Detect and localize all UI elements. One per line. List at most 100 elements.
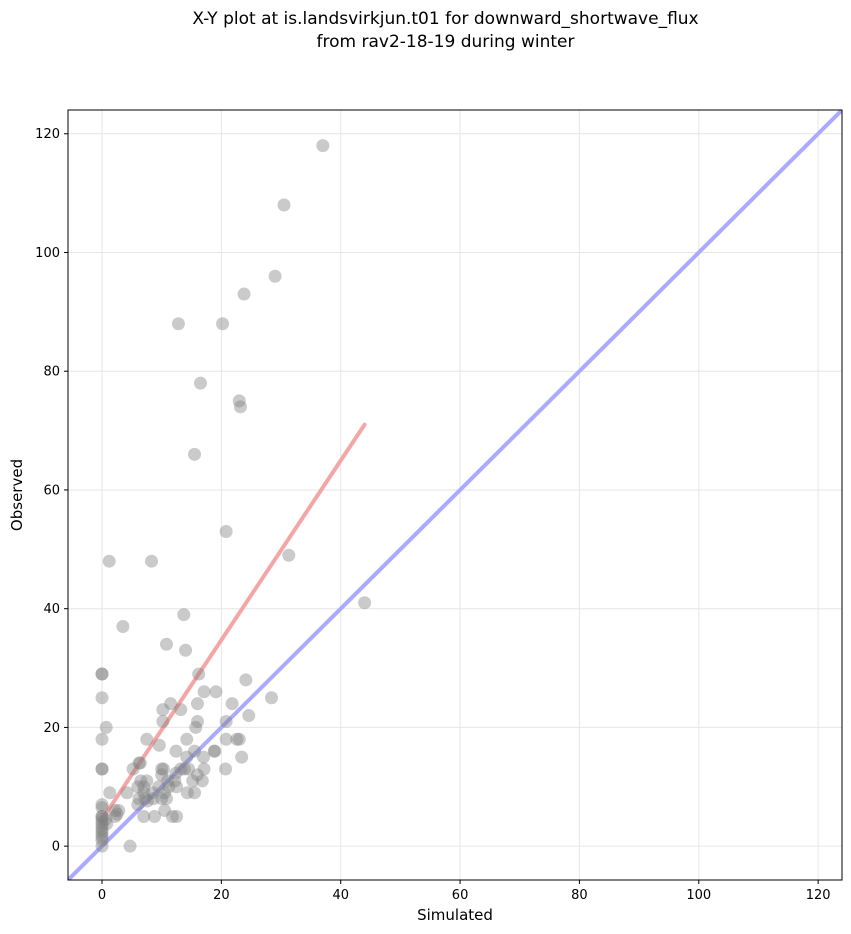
data-point	[169, 744, 183, 758]
data-point	[188, 447, 202, 461]
data-point	[146, 792, 160, 806]
data-point	[156, 703, 170, 717]
data-point	[95, 798, 109, 812]
data-point	[159, 637, 173, 651]
data-point	[95, 667, 109, 681]
data-point	[358, 596, 372, 610]
data-point	[219, 714, 233, 728]
data-point	[179, 643, 193, 657]
data-point	[264, 691, 278, 705]
data-point	[209, 685, 223, 699]
data-point	[110, 807, 124, 821]
data-point	[99, 812, 113, 826]
data-point	[132, 756, 146, 770]
data-point	[232, 732, 246, 746]
data-point	[95, 667, 109, 681]
data-point	[95, 812, 109, 826]
data-point	[190, 714, 204, 728]
data-point	[155, 762, 169, 776]
data-point	[137, 786, 151, 800]
y-tick-label: 60	[43, 483, 60, 498]
data-point	[155, 768, 169, 782]
data-point	[232, 394, 246, 408]
data-point	[180, 732, 194, 746]
data-point	[219, 525, 233, 539]
data-point	[112, 804, 126, 818]
y-tick-label: 80	[43, 365, 60, 380]
x-tick-label: 100	[686, 888, 711, 903]
data-point	[134, 774, 148, 788]
y-axis-label: Observed	[8, 459, 26, 531]
data-point	[108, 809, 122, 823]
data-point	[156, 714, 170, 728]
data-point	[152, 780, 166, 794]
data-point	[95, 809, 109, 823]
data-point	[159, 792, 173, 806]
regression-line	[100, 422, 367, 822]
data-point	[100, 817, 114, 831]
data-point	[186, 774, 200, 788]
data-point	[95, 824, 109, 838]
data-point	[188, 744, 202, 758]
data-point	[108, 804, 122, 818]
chart-title-line-2: from rav2-18-19 during winter	[316, 32, 575, 52]
data-point	[235, 750, 249, 764]
data-point	[99, 720, 113, 734]
data-point	[102, 554, 116, 568]
y-tick-label: 40	[43, 602, 60, 617]
data-point	[196, 750, 210, 764]
data-point	[138, 792, 152, 806]
data-point	[95, 815, 109, 829]
data-point	[233, 400, 247, 414]
data-point	[219, 762, 233, 776]
data-point	[148, 809, 162, 823]
data-point	[190, 697, 204, 711]
data-point	[137, 780, 151, 794]
data-point	[120, 786, 134, 800]
data-point	[158, 786, 172, 800]
data-point	[95, 839, 109, 853]
x-tick-label: 40	[332, 888, 349, 903]
x-tick-label: 60	[452, 888, 469, 903]
data-point	[316, 139, 330, 153]
data-point	[230, 732, 244, 746]
data-point	[103, 786, 117, 800]
data-point	[242, 709, 256, 723]
data-point	[219, 732, 233, 746]
x-axis-label: Simulated	[417, 906, 493, 924]
data-point	[174, 762, 188, 776]
data-point	[192, 667, 206, 681]
data-point	[182, 762, 196, 776]
data-point	[161, 774, 175, 788]
x-tick-label: 20	[213, 888, 230, 903]
data-point	[208, 744, 222, 758]
y-tick-label: 100	[35, 246, 60, 261]
x-tick-label: 120	[806, 888, 831, 903]
data-point	[189, 720, 203, 734]
data-point	[158, 804, 172, 818]
data-point	[131, 780, 145, 794]
data-point	[164, 697, 178, 711]
data-point	[165, 809, 179, 823]
data-point	[170, 809, 184, 823]
y-tick-label: 120	[35, 127, 60, 142]
data-point	[133, 756, 147, 770]
x-tick-label: 0	[98, 888, 106, 903]
data-point	[195, 774, 209, 788]
data-point	[95, 801, 109, 815]
data-point	[140, 794, 154, 808]
data-point	[188, 786, 202, 800]
chart-title-line-1: X-Y plot at is.landsvirkjun.t01 for down…	[192, 9, 699, 29]
data-point	[193, 376, 207, 390]
data-point	[169, 766, 183, 780]
data-point	[162, 780, 176, 794]
data-point	[95, 821, 109, 835]
data-point	[95, 830, 109, 844]
x-axis-ticks: 0 20 40 60 80 100 120	[98, 880, 831, 903]
data-point	[95, 827, 109, 841]
identity-line	[68, 110, 842, 880]
data-point	[156, 762, 170, 776]
plot-frame	[67, 109, 843, 881]
x-tick-label: 80	[571, 888, 588, 903]
data-point	[95, 833, 109, 847]
